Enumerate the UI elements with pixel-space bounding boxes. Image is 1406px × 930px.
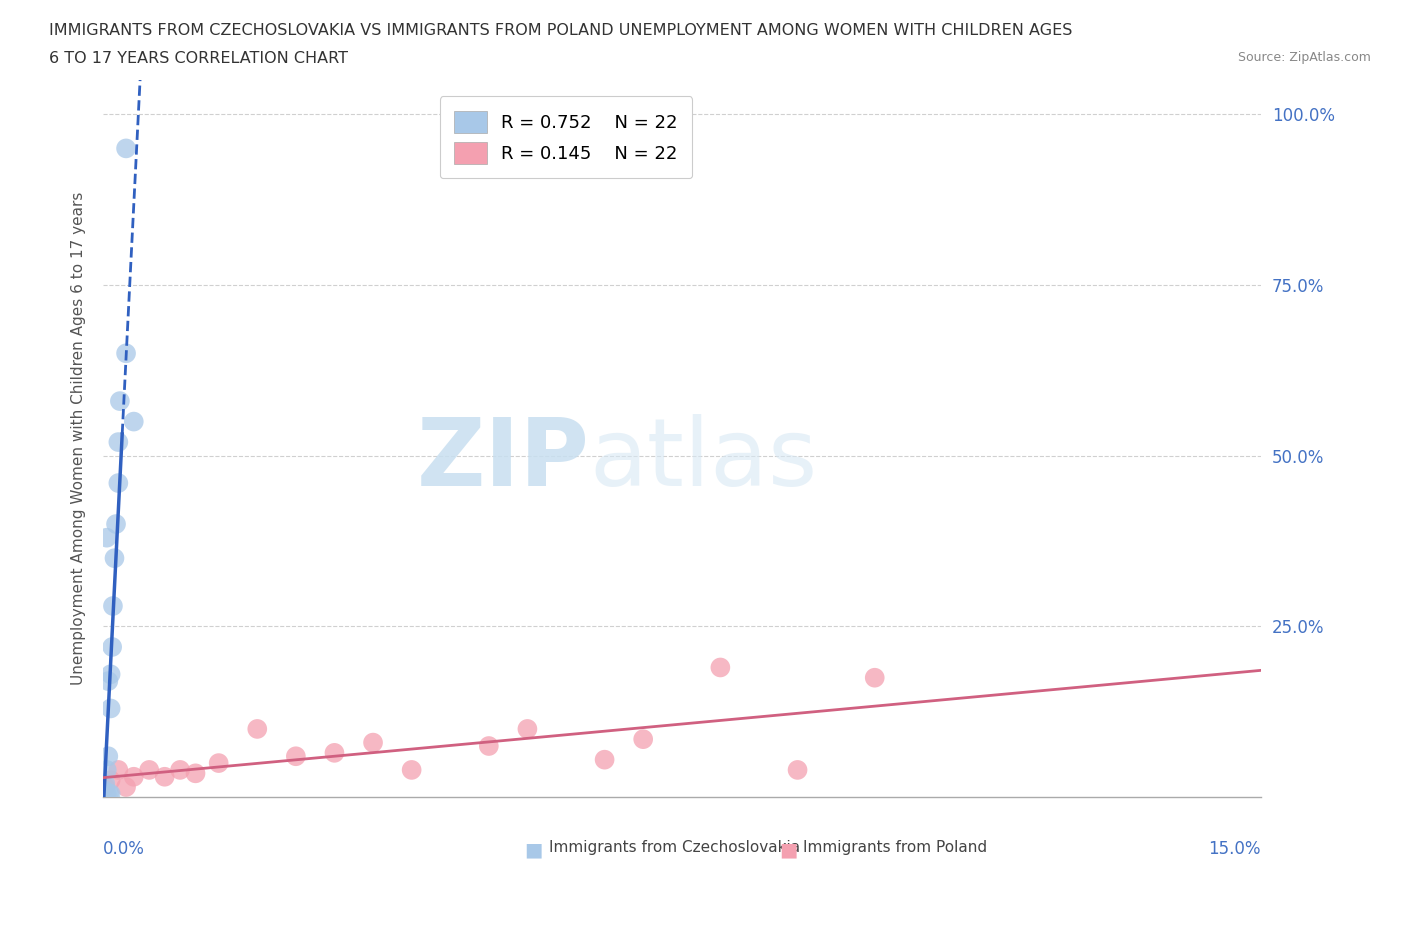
Text: Immigrants from Poland: Immigrants from Poland xyxy=(803,841,987,856)
Point xyxy=(122,414,145,429)
Text: ■: ■ xyxy=(779,841,797,859)
Text: 15.0%: 15.0% xyxy=(1208,841,1261,858)
Point xyxy=(100,667,122,682)
Point xyxy=(122,769,145,784)
Point xyxy=(107,475,129,490)
Point xyxy=(97,673,120,688)
Point xyxy=(107,763,129,777)
Point xyxy=(138,763,160,777)
Point xyxy=(184,766,207,781)
Point xyxy=(100,701,122,716)
Point xyxy=(96,530,118,545)
Point xyxy=(246,722,269,737)
Legend: R = 0.752    N = 22, R = 0.145    N = 22: R = 0.752 N = 22, R = 0.145 N = 22 xyxy=(440,97,692,179)
Point xyxy=(478,738,501,753)
Point xyxy=(709,660,731,675)
Text: 6 TO 17 YEARS CORRELATION CHART: 6 TO 17 YEARS CORRELATION CHART xyxy=(49,51,349,66)
Text: Source: ZipAtlas.com: Source: ZipAtlas.com xyxy=(1237,51,1371,64)
Point xyxy=(100,787,122,802)
Text: ■: ■ xyxy=(524,841,543,859)
Text: ZIP: ZIP xyxy=(416,414,589,506)
Text: IMMIGRANTS FROM CZECHOSLOVAKIA VS IMMIGRANTS FROM POLAND UNEMPLOYMENT AMONG WOME: IMMIGRANTS FROM CZECHOSLOVAKIA VS IMMIGR… xyxy=(49,23,1073,38)
Point xyxy=(593,752,616,767)
Point xyxy=(97,749,120,764)
Point xyxy=(100,773,122,788)
Y-axis label: Unemployment Among Women with Children Ages 6 to 17 years: Unemployment Among Women with Children A… xyxy=(72,192,86,685)
Point xyxy=(93,783,115,798)
Text: 0.0%: 0.0% xyxy=(103,841,145,858)
Point xyxy=(101,640,124,655)
Point xyxy=(108,393,131,408)
Point xyxy=(631,732,654,747)
Point xyxy=(401,763,423,777)
Point xyxy=(94,777,117,791)
Point xyxy=(103,551,125,565)
Point xyxy=(115,141,138,156)
Point xyxy=(94,787,117,802)
Text: Immigrants from Czechoslovakia: Immigrants from Czechoslovakia xyxy=(548,841,800,856)
Point xyxy=(98,787,121,802)
Point xyxy=(94,779,117,794)
Point xyxy=(115,779,138,794)
Text: atlas: atlas xyxy=(589,414,817,506)
Point xyxy=(107,434,129,449)
Point xyxy=(786,763,808,777)
Point xyxy=(96,787,118,802)
Point xyxy=(105,516,128,531)
Point xyxy=(169,763,191,777)
Point xyxy=(361,735,384,750)
Point xyxy=(516,722,538,737)
Point xyxy=(96,763,118,777)
Point xyxy=(153,769,176,784)
Point xyxy=(863,671,886,685)
Point xyxy=(101,599,124,614)
Point xyxy=(208,756,231,771)
Point xyxy=(323,746,346,761)
Point xyxy=(115,346,138,361)
Point xyxy=(284,749,307,764)
